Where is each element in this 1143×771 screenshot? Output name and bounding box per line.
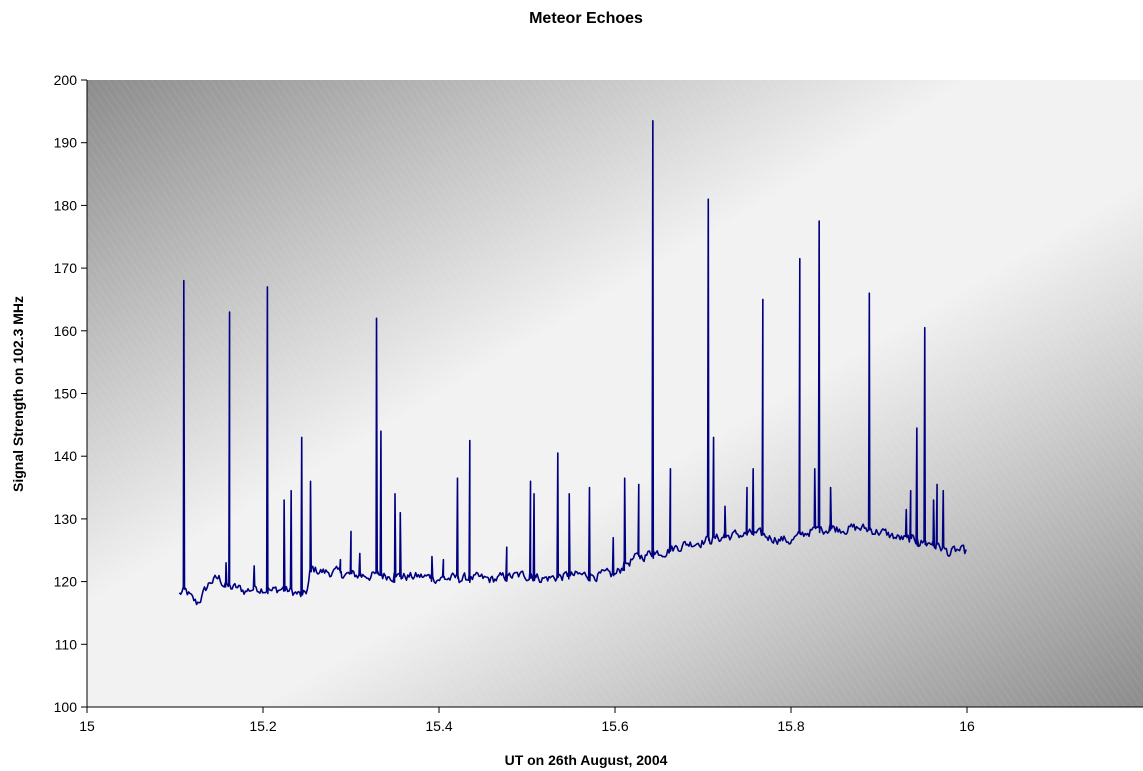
y-axis-ticks: 100 110 120 130 140 150 160 170 180 190 200: [54, 72, 87, 715]
y-tick-label: 160: [54, 323, 78, 339]
y-tick-label: 130: [54, 511, 78, 527]
x-axis-label: UT on 26th August, 2004: [505, 752, 668, 768]
chart-title: Meteor Echoes: [529, 10, 643, 27]
x-tick-label: 15.4: [425, 718, 452, 734]
y-tick-label: 100: [54, 699, 78, 715]
x-axis-ticks: 15 15.2 15.4 15.6 15.8 16: [79, 707, 975, 734]
y-tick-label: 110: [55, 636, 78, 652]
x-tick-label: 15: [79, 718, 95, 734]
y-tick-label: 150: [54, 386, 78, 402]
x-tick-label: 15.6: [601, 718, 628, 734]
y-tick-label: 180: [54, 197, 78, 213]
y-tick-label: 190: [54, 135, 78, 151]
y-tick-label: 140: [54, 448, 78, 464]
x-tick-label: 16: [959, 718, 975, 734]
x-tick-label: 15.2: [249, 718, 276, 734]
y-tick-label: 200: [54, 72, 78, 88]
y-axis-label: Signal Strength on 102.3 MHz: [10, 296, 26, 492]
y-tick-label: 170: [54, 260, 78, 276]
x-tick-label: 15.8: [777, 718, 804, 734]
y-tick-label: 120: [54, 574, 78, 590]
plot-area-texture: [87, 80, 1143, 707]
signal-strength-series-line: [178, 119, 967, 606]
